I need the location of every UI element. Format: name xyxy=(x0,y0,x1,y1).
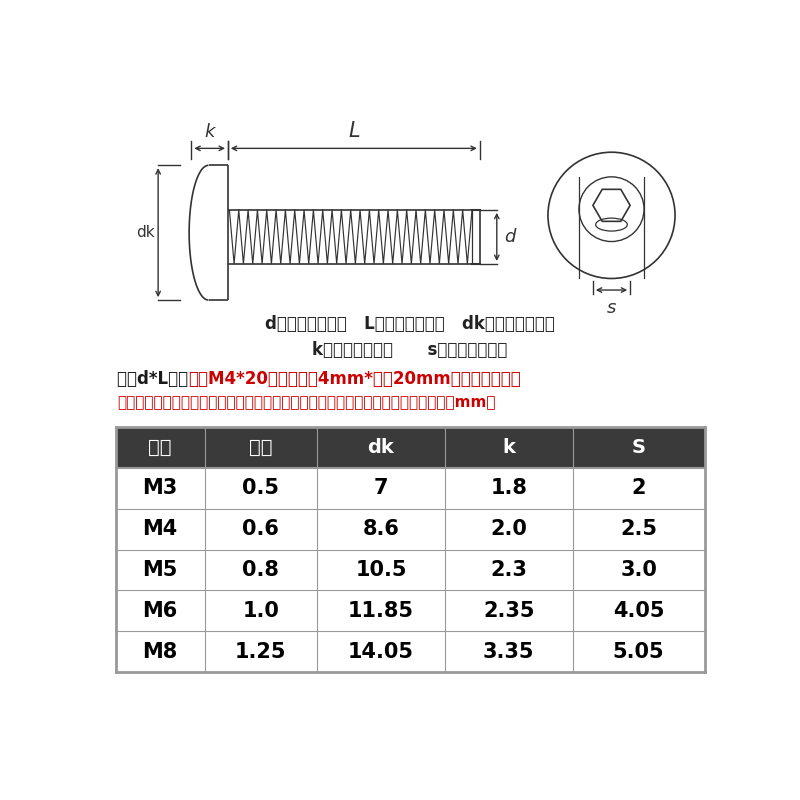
Text: k: k xyxy=(205,122,215,141)
Text: M3: M3 xyxy=(142,478,178,498)
Text: 2.0: 2.0 xyxy=(490,519,527,539)
Text: 如：M4*20（螺纹直径4mm*长度20mm）不含头部厚度: 如：M4*20（螺纹直径4mm*长度20mm）不含头部厚度 xyxy=(188,370,521,388)
Text: 10.5: 10.5 xyxy=(355,560,406,580)
Text: 4.05: 4.05 xyxy=(613,601,664,621)
Text: 0.6: 0.6 xyxy=(242,519,279,539)
Text: 2.35: 2.35 xyxy=(483,601,534,621)
Text: S: S xyxy=(632,438,646,457)
Text: 2: 2 xyxy=(631,478,646,498)
Text: M6: M6 xyxy=(142,601,178,621)
Text: d: d xyxy=(505,228,516,246)
Text: M5: M5 xyxy=(142,560,178,580)
Text: dk: dk xyxy=(367,438,394,457)
Text: 以下数据为单批次手工测量，存在一定误差，请以实物为准！介意者慎拍。（单位：mm）: 以下数据为单批次手工测量，存在一定误差，请以实物为准！介意者慎拍。（单位：mm） xyxy=(117,395,495,410)
Bar xyxy=(115,631,705,672)
Text: 3.0: 3.0 xyxy=(620,560,657,580)
Bar xyxy=(115,427,705,468)
Text: s: s xyxy=(607,299,616,318)
Text: 规格d*L组成: 规格d*L组成 xyxy=(117,370,206,388)
Text: d：代表螺纹直径   L：代表螺纹长度   dk：代表头部直径: d：代表螺纹直径 L：代表螺纹长度 dk：代表头部直径 xyxy=(265,315,555,333)
Bar xyxy=(115,590,705,631)
Text: 1.8: 1.8 xyxy=(490,478,527,498)
Text: 0.5: 0.5 xyxy=(242,478,279,498)
Text: 2.5: 2.5 xyxy=(620,519,657,539)
Bar xyxy=(115,550,705,590)
Bar xyxy=(115,509,705,550)
Text: k: k xyxy=(502,438,515,457)
Text: 0.8: 0.8 xyxy=(242,560,279,580)
Text: 3.35: 3.35 xyxy=(483,642,534,662)
Text: 规格: 规格 xyxy=(148,438,172,457)
Text: 5.05: 5.05 xyxy=(613,642,665,662)
Text: L: L xyxy=(348,121,360,141)
Text: k：代表头部厚度      s：代表六角对边: k：代表头部厚度 s：代表六角对边 xyxy=(312,341,508,359)
Text: 牙距: 牙距 xyxy=(249,438,273,457)
Text: M8: M8 xyxy=(142,642,178,662)
Text: M4: M4 xyxy=(142,519,178,539)
Text: 1.0: 1.0 xyxy=(242,601,279,621)
Text: 1.25: 1.25 xyxy=(235,642,286,662)
Text: 2.3: 2.3 xyxy=(490,560,527,580)
Text: dk: dk xyxy=(137,225,155,240)
Text: 7: 7 xyxy=(374,478,388,498)
Text: 8.6: 8.6 xyxy=(362,519,399,539)
Text: 11.85: 11.85 xyxy=(348,601,414,621)
Text: 14.05: 14.05 xyxy=(348,642,414,662)
Bar xyxy=(115,468,705,509)
